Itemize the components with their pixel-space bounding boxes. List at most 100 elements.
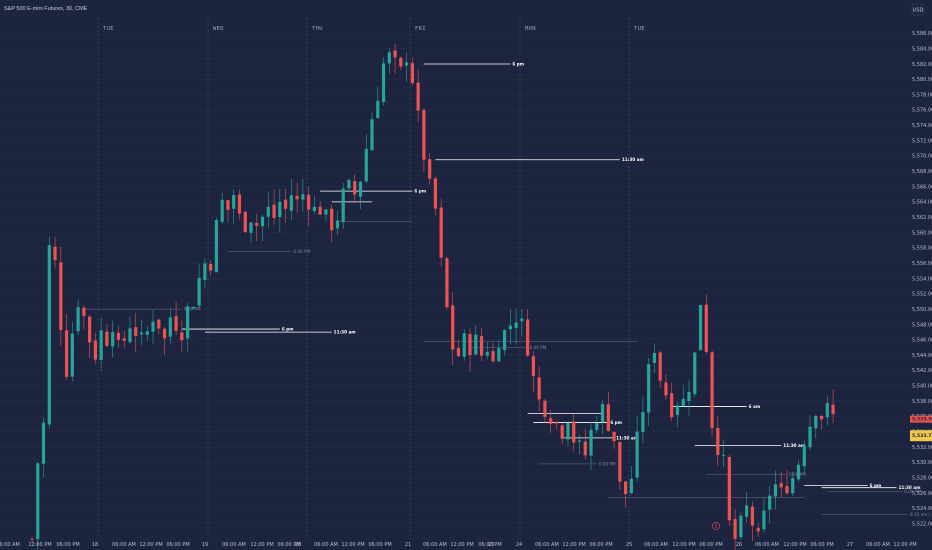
candle	[566, 421, 570, 447]
candle-body	[681, 398, 685, 406]
candle-body	[283, 199, 288, 209]
candle-body	[111, 332, 115, 347]
candle-body	[796, 464, 801, 480]
candle-body	[531, 356, 535, 376]
y-tick-label: 5,522.00	[912, 521, 932, 527]
candle-body	[687, 391, 691, 402]
candle-body	[468, 333, 472, 356]
candle	[750, 501, 754, 542]
candle-body	[324, 209, 328, 215]
x-tick-label: 06:00 AM	[0, 542, 20, 548]
y-tick-label: 5,540.00	[912, 384, 932, 390]
candle	[802, 440, 806, 475]
candle	[376, 86, 380, 119]
level-line: 0.00 PM	[83, 307, 201, 312]
candle-body	[456, 347, 461, 356]
y-tick-label: 5,576.00	[912, 108, 932, 114]
candle	[335, 210, 340, 235]
candle	[128, 315, 132, 345]
candle	[393, 43, 397, 74]
candle-body	[260, 216, 265, 227]
x-tick-label: 06:00 PM	[166, 542, 189, 548]
candle	[698, 304, 703, 351]
candle	[186, 302, 190, 353]
candle-body	[433, 178, 438, 209]
candle-body	[191, 307, 195, 309]
candle	[664, 373, 668, 400]
candle-body	[439, 207, 443, 258]
candle	[479, 327, 484, 361]
candle	[814, 414, 818, 439]
level-label: 0.00 PM	[293, 249, 310, 254]
candle	[387, 48, 391, 74]
candle	[508, 309, 512, 345]
candle	[151, 310, 155, 345]
candle	[99, 317, 103, 371]
candle	[727, 454, 731, 526]
candle-body	[721, 454, 726, 456]
price-axis[interactable]: 5,522.00 5,524.00 5,526.00 5,528.00 5,530.00…	[912, 31, 932, 527]
level-label: 6 pm	[870, 483, 882, 488]
candle	[785, 469, 789, 496]
candle-body	[381, 63, 386, 102]
candle	[324, 208, 328, 222]
candle	[249, 221, 253, 244]
candle-body	[785, 486, 789, 494]
session-marker[interactable]: 5	[712, 522, 720, 530]
candle	[191, 305, 195, 309]
x-tick-label: 18	[92, 542, 98, 548]
candle-body	[197, 277, 201, 306]
candle	[600, 400, 605, 435]
candle-body	[76, 307, 80, 332]
candle	[88, 315, 92, 358]
candle	[364, 133, 368, 184]
level-label: 0.00 PM	[530, 345, 547, 350]
candle	[687, 379, 691, 416]
level-line: 11:30 am	[821, 485, 921, 490]
candle	[64, 314, 69, 381]
candle	[439, 198, 443, 267]
y-tick-label: 5,566.00	[912, 184, 932, 190]
candle-body	[232, 195, 236, 209]
candle-body	[520, 318, 524, 322]
candle-body	[255, 223, 259, 226]
candle-body	[554, 421, 559, 424]
y-tick-label: 5,542.00	[912, 368, 932, 374]
x-tick-label: 23	[488, 542, 494, 548]
candle-body	[462, 333, 466, 357]
candle	[739, 511, 743, 541]
candle	[531, 351, 535, 392]
candle-body	[629, 478, 633, 494]
level-label: 11:30 am	[783, 443, 806, 448]
x-tick-label: 06:00 AM	[866, 542, 890, 548]
candle-body	[145, 331, 149, 335]
candle-body	[508, 325, 512, 330]
candle	[468, 328, 472, 372]
candle	[791, 471, 795, 496]
candle	[485, 342, 489, 360]
candle-body	[312, 206, 316, 212]
candle-body	[422, 110, 426, 160]
candle-body	[353, 181, 357, 195]
x-tick-label: 06:00 PM	[277, 542, 300, 548]
x-tick-label: 06:00 AM	[112, 542, 136, 548]
currency-badge[interactable]: USD	[911, 3, 925, 16]
candle-body	[36, 463, 40, 540]
candle-body	[497, 348, 501, 362]
candle	[652, 343, 657, 373]
y-tick-label: 5,584.00	[912, 46, 932, 52]
candle-body	[641, 412, 645, 433]
candle	[589, 422, 593, 471]
day-label: TUE	[103, 26, 114, 32]
current-price-text: 5,533.75	[912, 433, 932, 439]
candle-body	[237, 194, 242, 214]
candle-body	[618, 441, 622, 482]
y-tick-label: 5,546.00	[912, 338, 932, 344]
horizontal-levels: 6 pm 11:30 am 6 pm 6 pm 11:30 am 6 pm 11:30 am…	[83, 61, 932, 517]
candle-body	[88, 316, 92, 343]
candle-body	[174, 316, 178, 331]
candle	[762, 497, 766, 533]
